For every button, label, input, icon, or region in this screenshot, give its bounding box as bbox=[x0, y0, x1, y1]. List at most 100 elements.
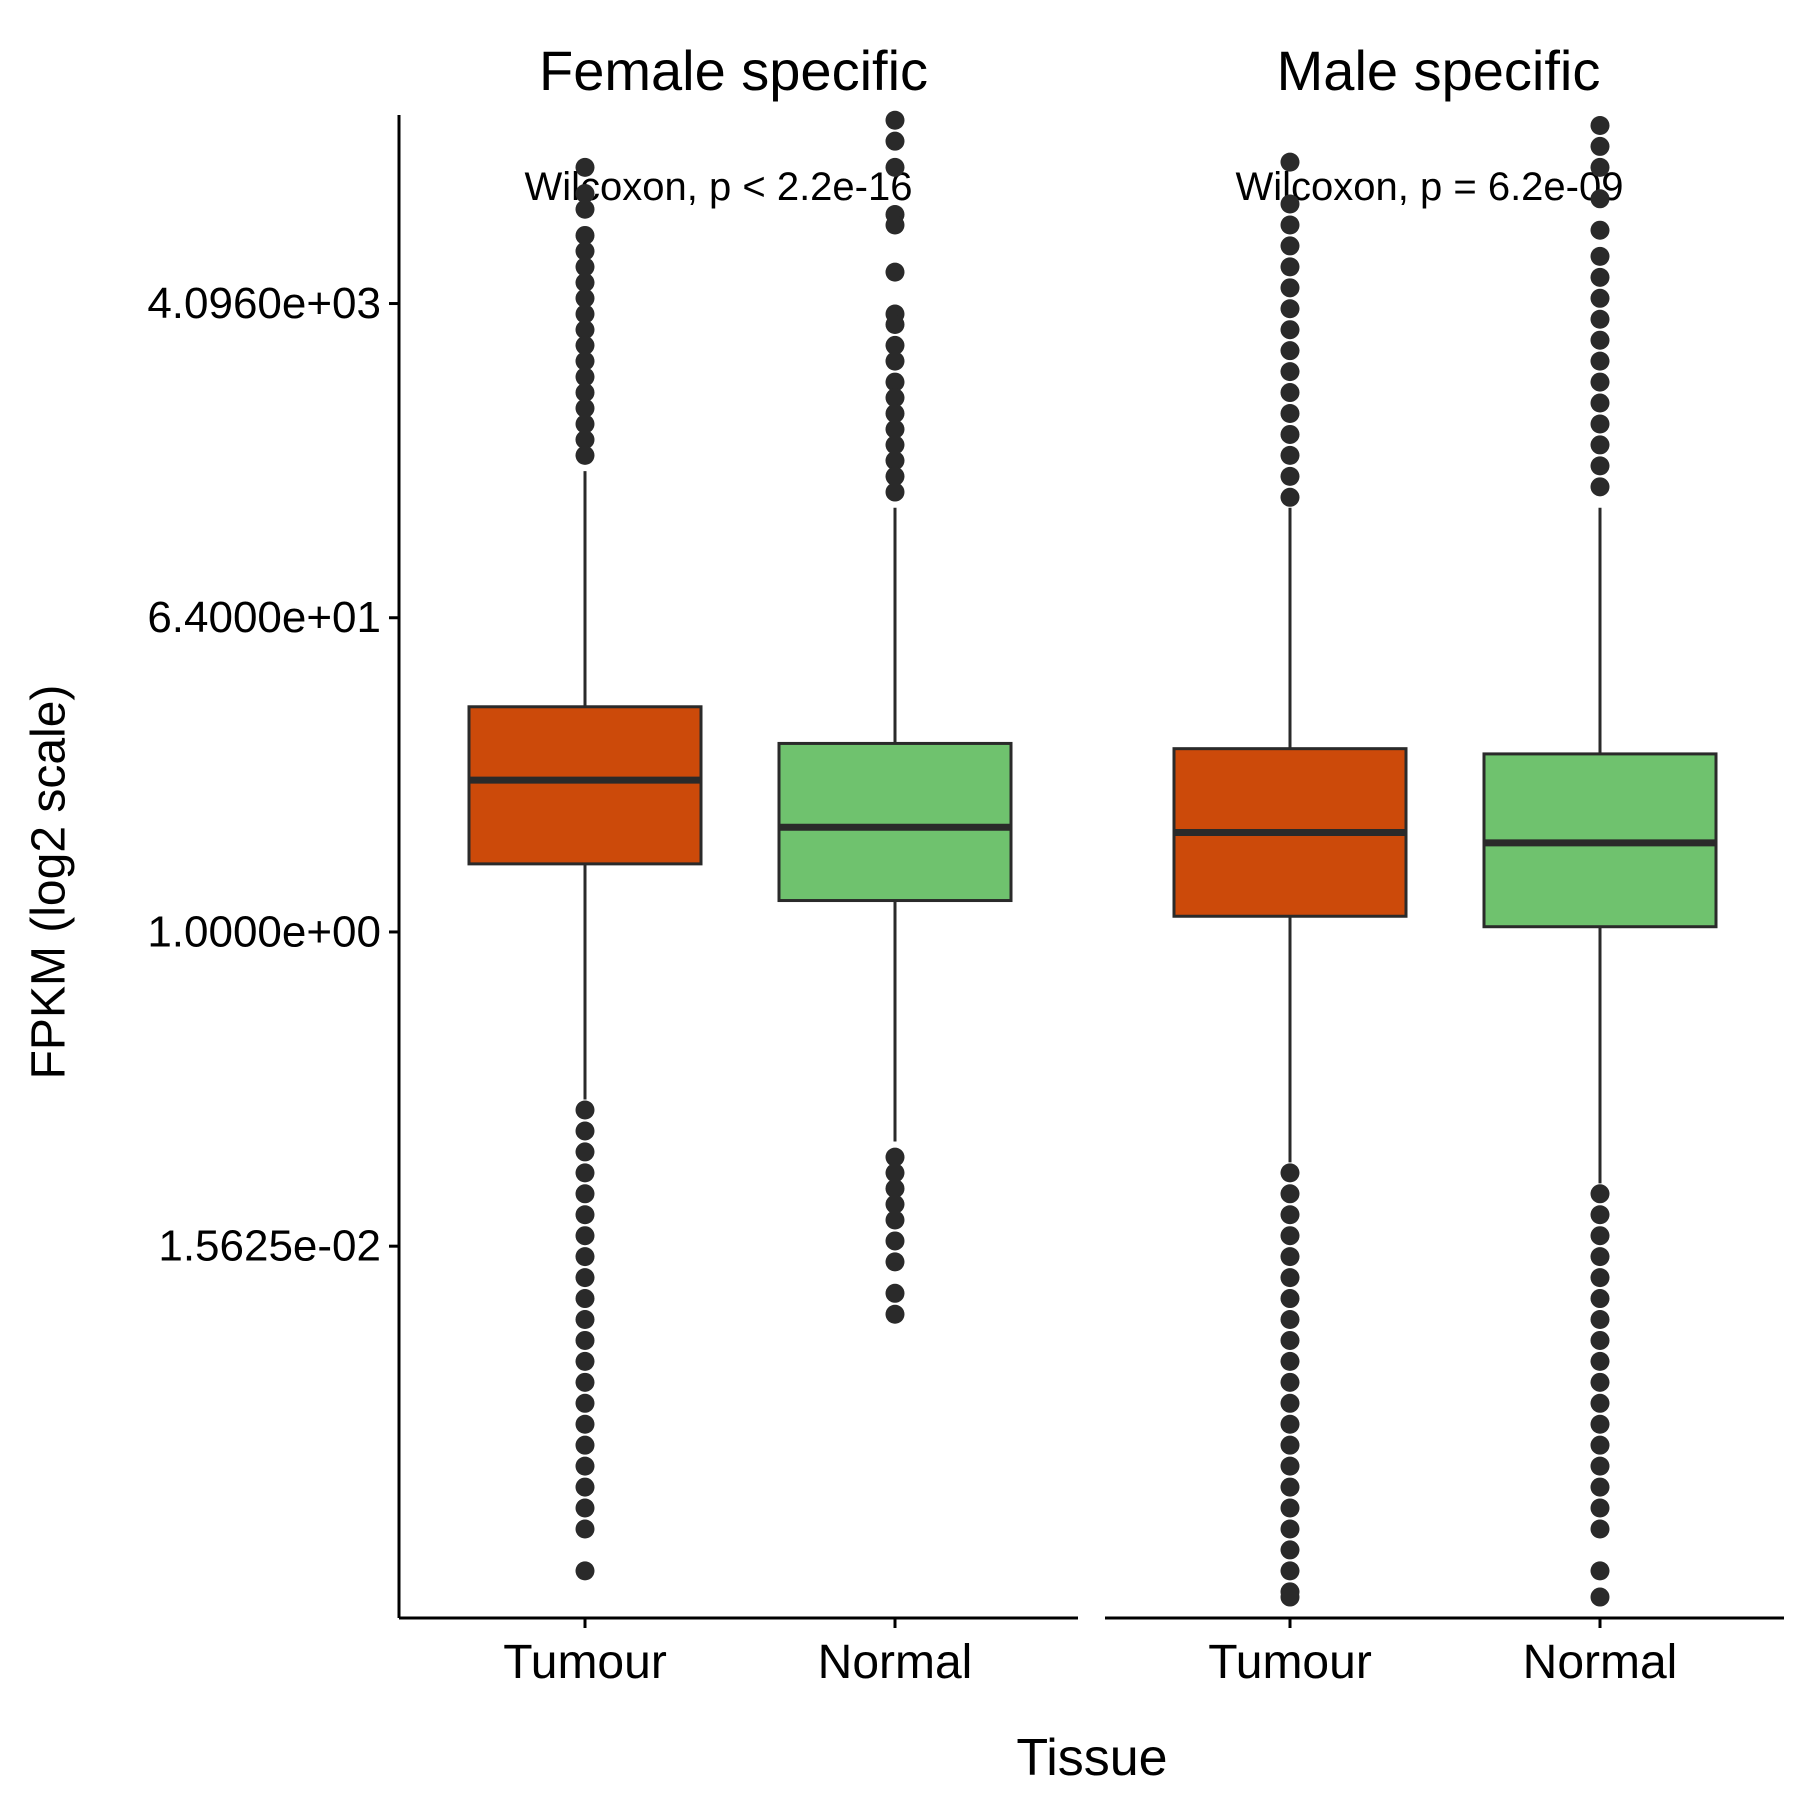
outlier-point bbox=[575, 1351, 595, 1371]
outlier-point bbox=[575, 1309, 595, 1329]
outlier-point bbox=[1280, 152, 1300, 172]
outlier-point bbox=[1280, 383, 1300, 403]
outlier-point bbox=[1590, 309, 1610, 329]
outlier-point bbox=[575, 241, 595, 261]
outlier-point bbox=[1280, 1226, 1300, 1246]
outlier-point bbox=[1280, 362, 1300, 382]
outlier-point bbox=[1590, 1587, 1610, 1607]
outlier-point bbox=[1280, 299, 1300, 319]
outlier-point bbox=[575, 1519, 595, 1539]
outlier-point bbox=[1590, 1268, 1610, 1288]
outlier-point bbox=[1590, 456, 1610, 476]
outlier-point bbox=[1590, 1477, 1610, 1497]
outlier-point bbox=[885, 451, 905, 471]
outlier-point bbox=[1280, 1477, 1300, 1497]
outlier-point bbox=[1590, 288, 1610, 308]
x-axis-title: Tissue bbox=[1016, 1729, 1167, 1787]
outlier-point bbox=[575, 1142, 595, 1162]
outlier-point bbox=[1590, 351, 1610, 371]
outlier-point bbox=[1590, 477, 1610, 497]
outlier-point bbox=[1280, 445, 1300, 465]
outlier-point bbox=[1590, 393, 1610, 413]
outlier-point bbox=[1590, 330, 1610, 350]
outlier-point bbox=[575, 1414, 595, 1434]
outlier-point bbox=[1280, 1498, 1300, 1518]
outlier-point bbox=[1280, 1393, 1300, 1413]
outlier-point bbox=[575, 445, 595, 465]
outlier-point bbox=[1280, 341, 1300, 361]
outlier-point bbox=[1590, 1226, 1610, 1246]
outlier-point bbox=[575, 1205, 595, 1225]
outlier-point bbox=[575, 288, 595, 308]
outlier-point bbox=[885, 1231, 905, 1251]
x-tick-label: Normal bbox=[1523, 1636, 1678, 1689]
outlier-point bbox=[1590, 414, 1610, 434]
outlier-point bbox=[1590, 136, 1610, 156]
outlier-point bbox=[575, 430, 595, 450]
outlier-point bbox=[1280, 404, 1300, 424]
outlier-point bbox=[885, 482, 905, 502]
outlier-point bbox=[1280, 1268, 1300, 1288]
outlier-point bbox=[575, 1477, 595, 1497]
outlier-point bbox=[885, 157, 905, 177]
outlier-point bbox=[1590, 372, 1610, 392]
outlier-point bbox=[1280, 320, 1300, 340]
outlier-point bbox=[1590, 1519, 1610, 1539]
outlier-point bbox=[885, 131, 905, 151]
outlier-point bbox=[1590, 1205, 1610, 1225]
outlier-point bbox=[1280, 1289, 1300, 1309]
outlier-point bbox=[575, 1372, 595, 1392]
outlier-point bbox=[1590, 1393, 1610, 1413]
outlier-point bbox=[575, 383, 595, 403]
outlier-point bbox=[575, 1100, 595, 1120]
outlier-point bbox=[1590, 1330, 1610, 1350]
outlier-point bbox=[885, 435, 905, 455]
outlier-point bbox=[1590, 1184, 1610, 1204]
outlier-point bbox=[885, 335, 905, 355]
outlier-point bbox=[575, 1247, 595, 1267]
outlier-point bbox=[1590, 1247, 1610, 1267]
outlier-point bbox=[1280, 1163, 1300, 1183]
outlier-point bbox=[885, 110, 905, 130]
outlier-point bbox=[575, 1163, 595, 1183]
outlier-point bbox=[1590, 246, 1610, 266]
outlier-point bbox=[575, 1330, 595, 1350]
wilcoxon-annotation: Wilcoxon, p = 6.2e-09 bbox=[1236, 165, 1624, 209]
outlier-point bbox=[885, 1194, 905, 1214]
outlier-point bbox=[1590, 1309, 1610, 1329]
outlier-point bbox=[1590, 157, 1610, 177]
x-tick-label: Tumour bbox=[1208, 1636, 1372, 1689]
box-group bbox=[1172, 152, 1408, 1607]
outlier-point bbox=[575, 398, 595, 418]
outlier-point bbox=[1590, 1351, 1610, 1371]
labels-layer: FPKM (log2 scale) Tissue bbox=[23, 685, 1168, 1787]
outlier-point bbox=[1280, 1184, 1300, 1204]
outlier-point bbox=[575, 1498, 595, 1518]
outlier-point bbox=[885, 351, 905, 371]
outlier-point bbox=[1280, 1414, 1300, 1434]
outlier-point bbox=[1590, 115, 1610, 135]
outlier-point bbox=[575, 351, 595, 371]
outlier-point bbox=[1280, 257, 1300, 277]
outlier-point bbox=[1590, 1372, 1610, 1392]
outlier-point bbox=[1280, 1372, 1300, 1392]
y-tick-label: 1.0000e+00 bbox=[147, 907, 381, 956]
outlier-point bbox=[1590, 1289, 1610, 1309]
outlier-point bbox=[1590, 220, 1610, 240]
outlier-point bbox=[885, 262, 905, 282]
outlier-point bbox=[1590, 1414, 1610, 1434]
box-group bbox=[467, 157, 703, 1581]
outlier-point bbox=[1590, 1435, 1610, 1455]
outlier-point bbox=[575, 320, 595, 340]
outlier-point bbox=[1590, 189, 1610, 209]
outlier-point bbox=[885, 1252, 905, 1272]
outlier-point bbox=[1280, 1205, 1300, 1225]
outlier-point bbox=[575, 1121, 595, 1141]
outlier-point bbox=[1280, 1456, 1300, 1476]
outlier-point bbox=[1280, 1561, 1300, 1581]
outlier-point bbox=[1280, 1587, 1300, 1607]
outlier-point bbox=[885, 215, 905, 235]
